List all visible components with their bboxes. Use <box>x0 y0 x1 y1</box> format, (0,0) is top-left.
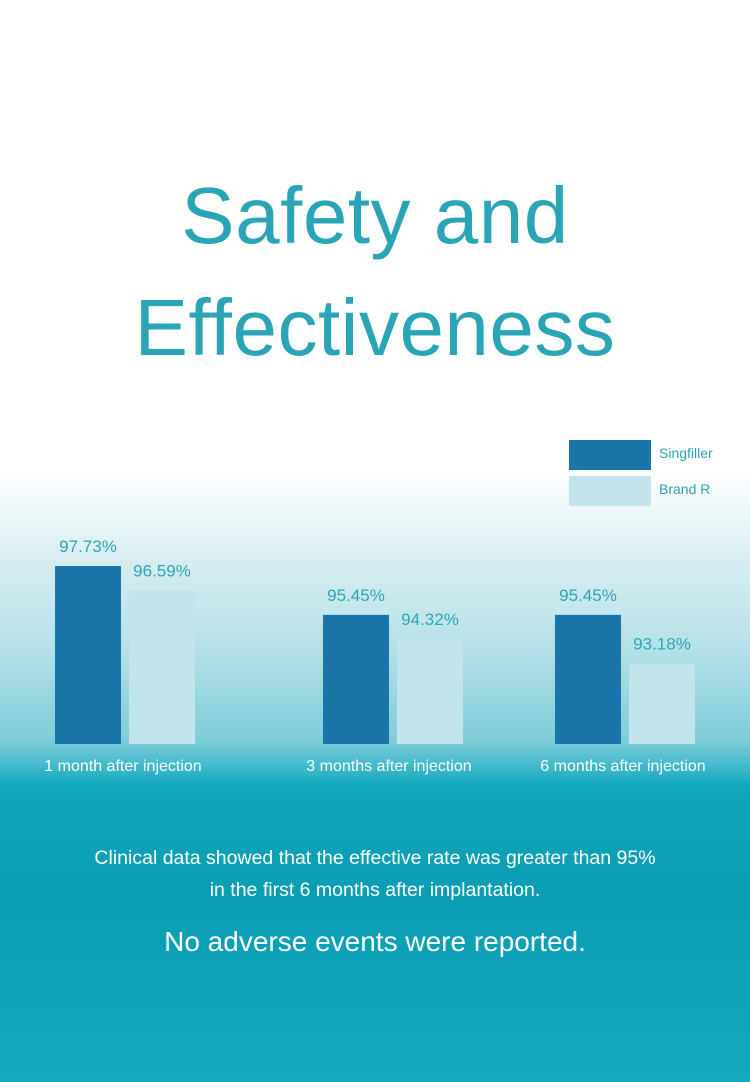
clinical-line-1: Clinical data showed that the effective … <box>94 847 656 869</box>
value-label-brand-r-1: 96.59% <box>133 561 191 580</box>
category-label-1: 1 month after injection <box>44 758 201 775</box>
title-line-1: Safety and <box>181 171 569 260</box>
legend-label-brand-r: Brand R <box>659 481 711 497</box>
value-label-singfiller-1: 97.73% <box>59 537 117 556</box>
bar-singfiller-2 <box>323 614 389 744</box>
value-label-brand-r-2: 94.32% <box>401 610 459 629</box>
bar-chart: 97.73% 96.59% 1 month after injection 95.45… <box>44 537 705 775</box>
legend-swatch-brand-r <box>569 476 651 506</box>
value-label-singfiller-3: 95.45% <box>559 586 617 605</box>
bar-brand-r-2 <box>397 639 463 744</box>
page-title: Safety and Effectiveness <box>0 160 750 384</box>
bar-singfiller-1 <box>55 566 121 744</box>
bar-brand-r-1 <box>129 590 195 744</box>
clinical-line-2: in the first 6 months after implantation… <box>209 879 541 901</box>
value-label-singfiller-2: 95.45% <box>327 586 385 605</box>
title-line-2: Effectiveness <box>134 283 616 372</box>
category-label-2: 3 months after injection <box>306 758 471 775</box>
bar-brand-r-3 <box>629 663 695 744</box>
clinical-summary: Clinical data showed that the effective … <box>0 842 750 906</box>
category-label-3: 6 months after injection <box>540 758 705 775</box>
legend-swatch-singfiller <box>569 440 651 470</box>
bar-singfiller-3 <box>555 614 621 744</box>
value-label-brand-r-3: 93.18% <box>633 635 691 654</box>
adverse-events-statement: No adverse events were reported. <box>164 926 586 957</box>
legend-label-singfiller: Singfiller <box>659 445 713 461</box>
